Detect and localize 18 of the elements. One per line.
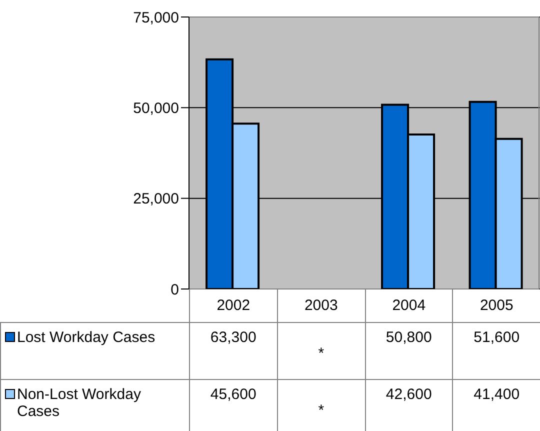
data-label: 50,800 xyxy=(365,322,453,379)
data-label: 45,600 xyxy=(190,379,278,431)
y-tick-label: 75,000 xyxy=(133,9,179,26)
data-label: 63,300 xyxy=(190,322,278,379)
x-tick-label: 2003 xyxy=(277,289,365,322)
legend-label: Non-Lost Workday Cases xyxy=(17,386,142,420)
data-label: 42,600 xyxy=(365,379,453,431)
data-label: 41,400 xyxy=(452,379,540,431)
y-tick-label: 50,000 xyxy=(133,100,179,117)
x-tick-label: 2002 xyxy=(190,289,278,322)
data-label: 51,600 xyxy=(452,322,540,379)
text: * xyxy=(318,344,324,362)
x-tick-label: 2004 xyxy=(365,289,453,322)
y-tick-label: 0 xyxy=(170,281,179,298)
x-tick-label: 2005 xyxy=(452,289,540,322)
y-tick-label: 25,000 xyxy=(133,190,179,208)
text: * xyxy=(318,402,324,418)
legend-label: Lost Workday Cases xyxy=(17,328,156,346)
